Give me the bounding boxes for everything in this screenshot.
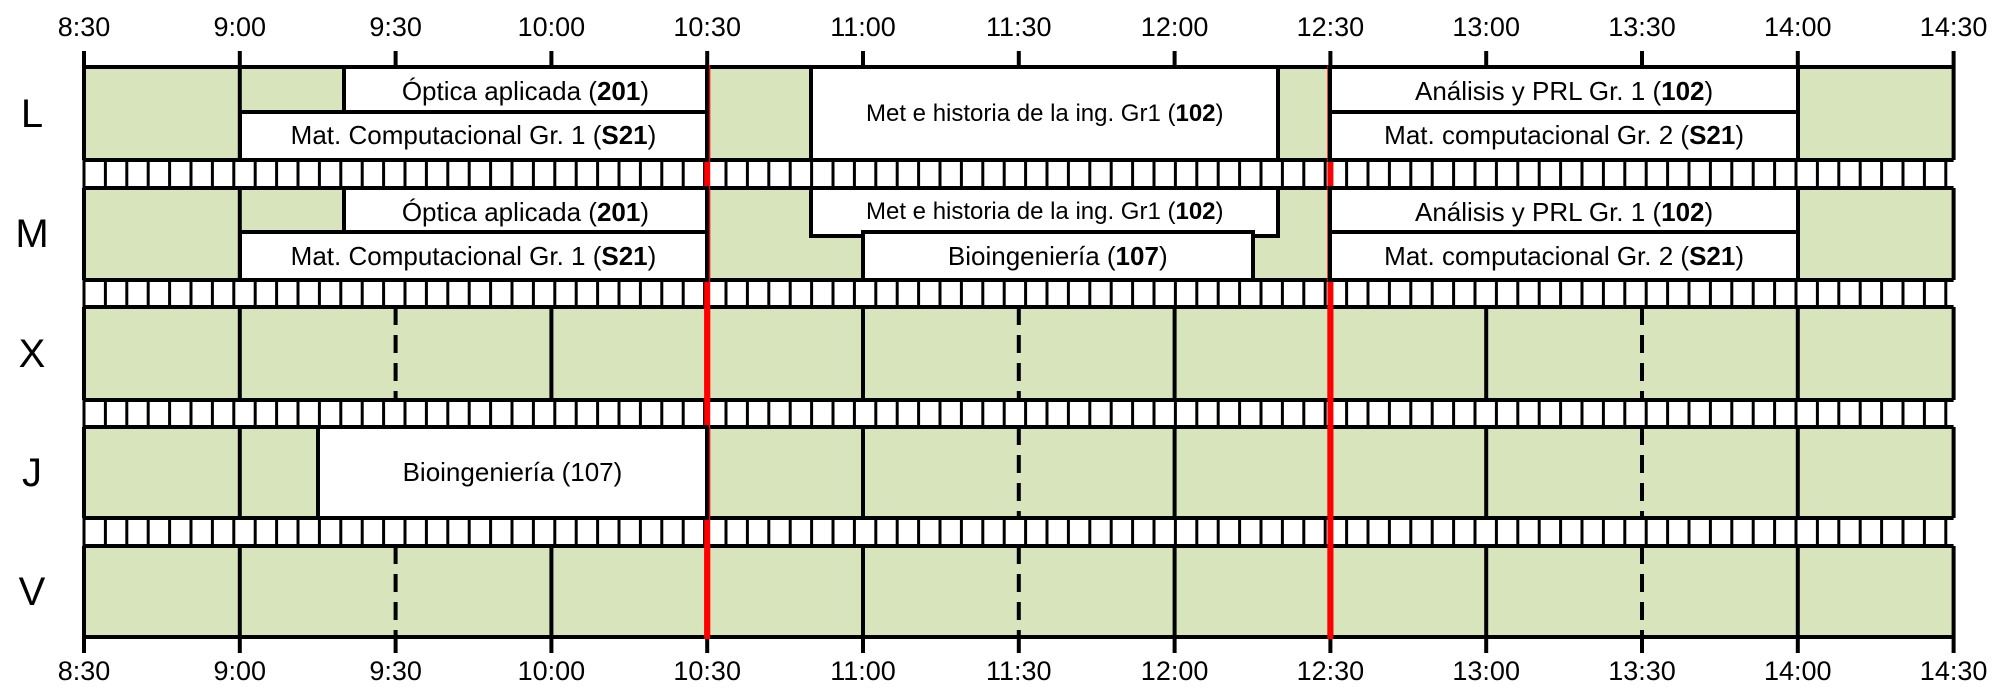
class-block: Óptica aplicada (201) [341, 186, 710, 238]
separator-strip [84, 518, 1954, 546]
class-name: Met e historia de la ing. Gr1 ( [866, 198, 1176, 225]
time-label-bottom: 12:00 [1140, 656, 1209, 686]
time-label-top: 12:00 [1140, 12, 1209, 42]
class-block: Met e historia de la ing. Gr1 (102) [809, 186, 1281, 238]
time-label-bottom: 12:30 [1296, 656, 1365, 686]
time-label-top: 11:30 [986, 12, 1052, 42]
day-label: L [20, 91, 44, 136]
class-block: Mat. computacional Gr. 2 (S21) [1328, 230, 1800, 282]
class-suffix: ) [1704, 75, 1714, 106]
class-block: Análisis y PRL Gr. 1 (102) [1328, 65, 1800, 118]
class-name: Bioingeniería (107) [402, 457, 623, 487]
time-label-bottom: 14:00 [1764, 656, 1832, 686]
time-label-top: 10:30 [673, 12, 741, 42]
time-label-bottom: 11:00 [830, 656, 896, 686]
class-suffix: ) [1215, 99, 1224, 127]
class-room: S21 [1689, 240, 1736, 271]
time-label-bottom: 14:30 [1919, 656, 1988, 686]
class-name: Óptica aplicada ( [401, 75, 597, 106]
class-name: Met e historia de la ing. Gr1 ( [866, 99, 1176, 127]
class-room: S21 [1689, 120, 1736, 151]
time-label-bottom: 9:30 [369, 656, 422, 686]
time-label-top: 9:30 [369, 12, 422, 42]
class-room: 201 [596, 75, 641, 106]
class-block: Mat. Computacional Gr. 1 (S21) [237, 230, 710, 282]
day-label: J [22, 450, 42, 495]
class-block: Met e historia de la ing. Gr1 (102) [809, 65, 1281, 162]
class-suffix: ) [640, 75, 649, 106]
class-block: Bioingeniería (107) [861, 230, 1255, 282]
class-suffix: ) [1704, 196, 1714, 227]
day-label: X [18, 331, 46, 376]
class-suffix: ) [1735, 120, 1744, 151]
class-block: Mat. computacional Gr. 2 (S21) [1328, 109, 1800, 162]
time-label-top: 12:30 [1296, 12, 1365, 42]
class-name: Mat. Computacional Gr. 1 ( [290, 120, 602, 151]
class-name: Óptica aplicada ( [401, 196, 597, 227]
time-label-top: 11:00 [830, 12, 896, 42]
class-name: Análisis y PRL Gr. 1 ( [1414, 196, 1662, 227]
class-name: Mat. computacional Gr. 2 ( [1384, 240, 1690, 271]
time-label-bottom: 8:30 [57, 656, 111, 686]
class-room: 102 [1175, 198, 1216, 225]
class-room: S21 [601, 120, 648, 151]
class-block: Mat. Computacional Gr. 1 (S21) [237, 109, 710, 162]
day-label: V [18, 569, 46, 614]
time-label-bottom: 10:00 [517, 656, 586, 686]
class-room: 107 [1115, 240, 1159, 271]
time-label-bottom: 13:00 [1452, 656, 1520, 686]
time-label-top: 8:30 [57, 12, 111, 42]
time-label-bottom: 10:30 [673, 656, 741, 686]
class-suffix: ) [1215, 198, 1224, 225]
separator-strip [84, 400, 1954, 427]
class-room: 102 [1661, 196, 1705, 227]
time-label-top: 14:30 [1919, 12, 1988, 42]
time-label-top: 14:00 [1764, 12, 1832, 42]
class-room: 102 [1661, 75, 1705, 106]
class-room: S21 [601, 240, 648, 271]
time-label-bottom: 13:30 [1608, 656, 1676, 686]
day-label: M [15, 212, 49, 256]
class-name: Bioingeniería ( [947, 240, 1116, 271]
class-suffix: ) [647, 120, 657, 151]
time-label-top: 13:00 [1452, 12, 1520, 42]
class-name: Mat. Computacional Gr. 1 ( [290, 240, 602, 271]
class-suffix: ) [1158, 240, 1168, 271]
class-room: 102 [1175, 99, 1216, 127]
class-suffix: ) [640, 196, 649, 227]
time-label-bottom: 9:00 [213, 656, 267, 686]
time-label-bottom: 11:30 [986, 656, 1052, 686]
class-suffix: ) [1735, 240, 1744, 271]
separator-strip [84, 160, 1954, 188]
class-suffix: ) [647, 240, 657, 271]
time-label-top: 9:00 [213, 12, 267, 42]
class-name: Análisis y PRL Gr. 1 ( [1414, 75, 1662, 106]
separator-strip [84, 280, 1954, 307]
time-label-top: 10:00 [517, 12, 586, 42]
class-block: Bioingeniería (107) [315, 425, 710, 520]
time-label-top: 13:30 [1608, 12, 1676, 42]
class-name: Mat. computacional Gr. 2 ( [1384, 120, 1690, 151]
class-room: 201 [596, 196, 641, 227]
